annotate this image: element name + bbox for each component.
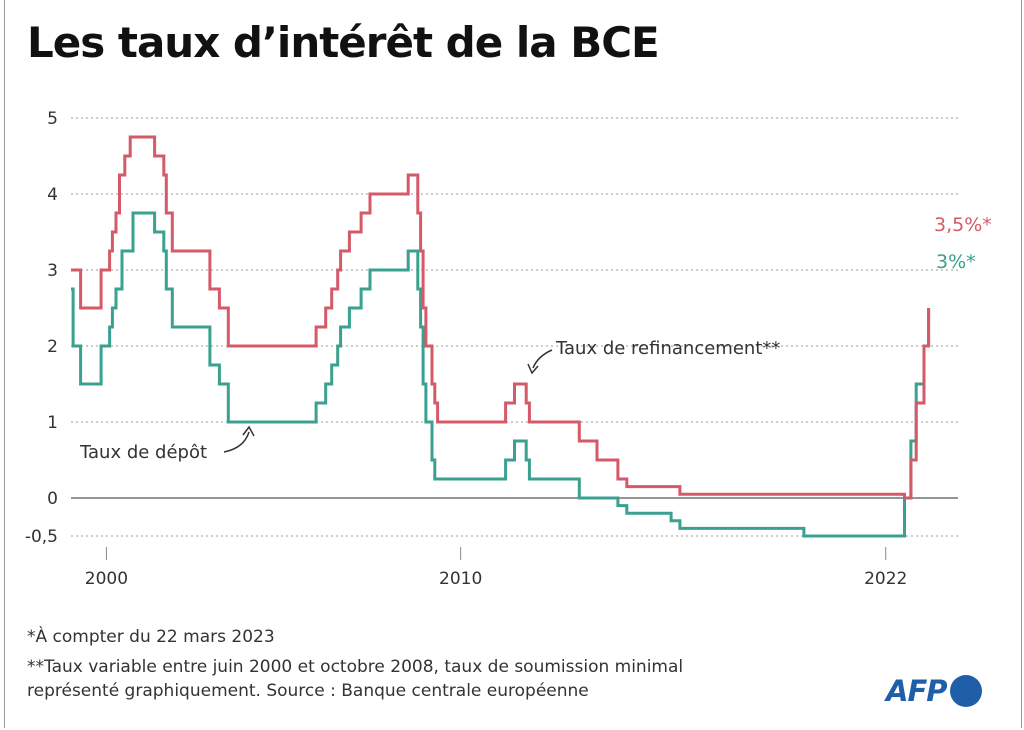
y-tick-label: 1 [47,413,58,433]
footnotes: *À compter du 22 mars 2023 **Taux variab… [27,625,683,703]
x-tick-label: 2022 [864,569,907,589]
chart-frame [4,0,1022,728]
deposit-arrowhead [242,425,255,437]
y-tick-label: 3 [47,261,58,281]
y-tick-label: -0,5 [25,527,58,547]
y-tick-label: 5 [47,109,58,129]
refinancing-arrowhead [527,363,539,375]
x-tick-label: 2010 [439,569,482,589]
y-tick-label: 2 [47,337,58,357]
deposit-rate-line [71,211,931,538]
footnote-1: *À compter du 22 mars 2023 [27,627,275,647]
refinancing-rate-line [71,135,931,500]
footnote-2-line-2: représenté graphiquement. Source : Banqu… [27,681,589,701]
afp-logo: AFP [886,674,982,708]
series-layer [71,135,931,538]
grid-layer [71,117,958,537]
refinancing-arrow [532,349,553,369]
refinancing-rate-label: Taux de refinancement** [555,338,780,359]
deposit-end-label: 3%* [936,251,976,273]
deposit-arrow [223,431,250,453]
y-tick-label: 4 [47,185,58,205]
refinancing-end-label: 3,5%* [934,214,992,236]
footnote-2-line-1: **Taux variable entre juin 2000 et octob… [27,657,684,677]
chart-title: Les taux d’intérêt de la BCE [27,18,660,67]
afp-logo-dot-icon [949,675,982,707]
afp-logo-text: AFP [886,674,948,708]
y-tick-labels: 5 4 3 2 1 0 -0,5 [25,109,58,547]
deposit-rate-label: Taux de dépôt [79,442,207,463]
y-tick-label: 0 [47,489,58,509]
x-tick-label: 2000 [85,569,128,589]
annotations: Taux de refinancement** Taux de dépôt 3,… [79,214,992,463]
x-axis: 2000 2010 2022 [85,547,907,589]
